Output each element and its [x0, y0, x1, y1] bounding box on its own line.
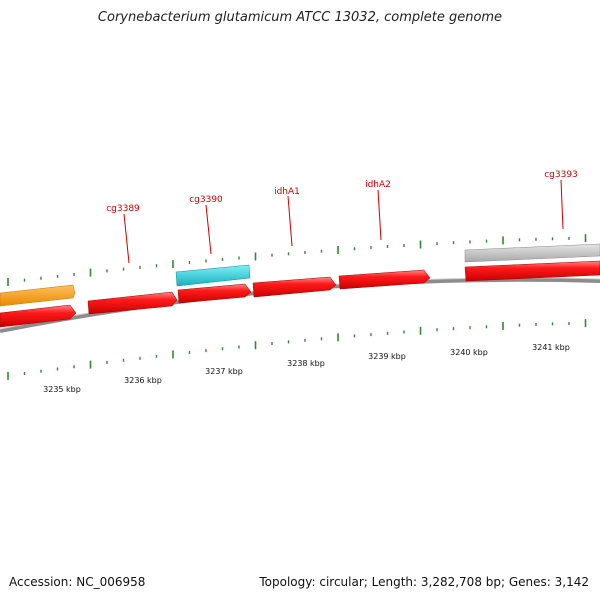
- gene-labels: cg3389 cg3390 idhA1 idhA2 cg3393: [106, 170, 578, 214]
- label-leaders: [123, 179, 564, 264]
- leader-idhA2: [377, 189, 382, 241]
- label-cg3393: cg3393: [544, 170, 578, 180]
- scale-label-3240: 3240 kbp: [450, 348, 488, 357]
- page-title: Corynebacterium glutamicum ATCC 13032, c…: [97, 10, 503, 25]
- leader-idhA1: [287, 195, 293, 247]
- gene-idhA1[interactable]: [252, 276, 337, 298]
- gene-idhA2[interactable]: [338, 269, 431, 290]
- scale-labels: 3235 kbp 3236 kbp 3237 kbp 3238 kbp 3239…: [43, 343, 570, 394]
- scale-label-3235: 3235 kbp: [43, 385, 81, 394]
- scale-label-3236: 3236 kbp: [124, 376, 162, 385]
- label-cg3389: cg3389: [106, 204, 140, 214]
- gene-idhA1-region[interactable]: [177, 283, 252, 304]
- label-idhA2: idhA2: [365, 180, 391, 190]
- lower-tick-track: [7, 319, 587, 380]
- label-idhA1: idhA1: [274, 187, 300, 197]
- gene-cg3390[interactable]: [175, 264, 251, 287]
- gene-orange[interactable]: [0, 284, 76, 307]
- leader-cg3389: [123, 213, 130, 264]
- leader-cg3390: [205, 204, 212, 255]
- scale-label-3241: 3241 kbp: [532, 343, 570, 352]
- leader-cg3393: [560, 179, 564, 230]
- genome-stats-text: Topology: circular; Length: 3,282,708 bp…: [259, 575, 589, 589]
- gene-cg3393[interactable]: [464, 243, 600, 263]
- gene-red-left[interactable]: [0, 304, 77, 328]
- gene-cg3389[interactable]: [87, 291, 178, 315]
- scale-label-3237: 3237 kbp: [205, 367, 243, 376]
- scale-label-3239: 3239 kbp: [368, 352, 406, 361]
- gene-red-right[interactable]: [464, 260, 600, 282]
- scale-label-3238: 3238 kbp: [287, 359, 325, 368]
- accession-text: Accession: NC_006958: [9, 575, 146, 589]
- label-cg3390: cg3390: [189, 195, 223, 205]
- upper-tick-track: [7, 234, 587, 286]
